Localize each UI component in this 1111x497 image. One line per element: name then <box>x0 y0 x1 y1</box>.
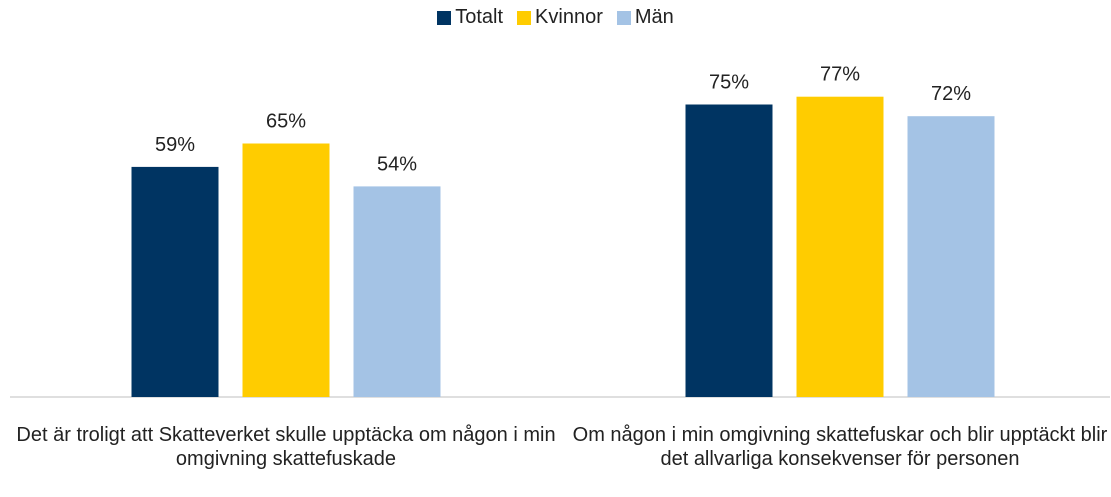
legend-label: Män <box>634 6 674 28</box>
value-label: 75% <box>709 72 749 94</box>
legend-item: Män <box>616 6 674 29</box>
legend-swatch <box>517 10 532 25</box>
value-label: 59% <box>155 134 195 156</box>
bar <box>907 116 995 397</box>
legend-item: Totalt <box>437 6 503 29</box>
value-label: 54% <box>377 153 417 175</box>
value-label: 72% <box>931 83 971 105</box>
legend-label: Totalt <box>455 6 504 28</box>
value-label: 77% <box>820 64 860 86</box>
legend: Totalt Kvinnor Män <box>0 6 1111 29</box>
legend-item: Kvinnor <box>517 6 603 29</box>
bar <box>242 143 330 397</box>
bar <box>796 96 884 397</box>
bar <box>353 186 441 397</box>
value-label: 65% <box>266 111 306 133</box>
legend-label: Kvinnor <box>535 6 603 28</box>
x-tick-label: Det är troligt att Skatteverket skulle u… <box>16 424 556 470</box>
bar <box>131 166 219 397</box>
x-tick-label: Om någon i min omgivning skattefuskar oc… <box>572 424 1108 470</box>
legend-swatch <box>437 10 452 25</box>
legend-swatch <box>616 10 631 25</box>
bar <box>685 104 773 397</box>
